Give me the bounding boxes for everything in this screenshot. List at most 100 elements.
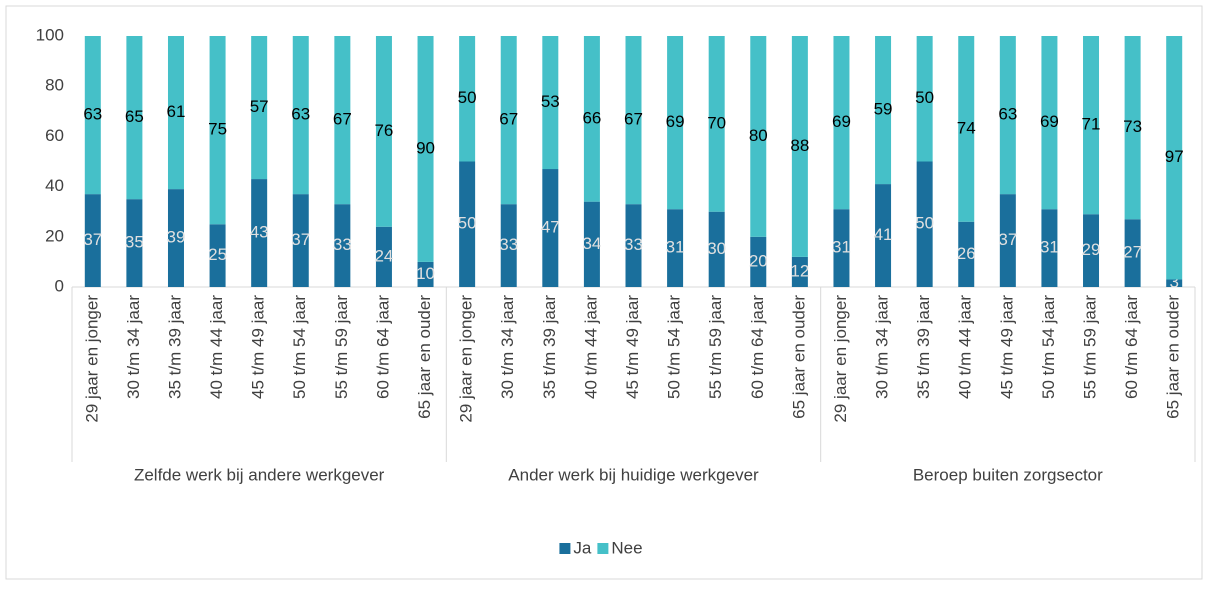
data-label: 35 bbox=[125, 233, 144, 252]
x-tick-label: 45 t/m 49 jaar bbox=[997, 295, 1016, 399]
bar-segment bbox=[84, 194, 101, 287]
data-label: 66 bbox=[582, 108, 601, 127]
data-label: 31 bbox=[666, 238, 685, 257]
data-label: 3 bbox=[1169, 273, 1178, 292]
data-label: 12 bbox=[790, 261, 809, 280]
x-tick-label: 50 t/m 54 jaar bbox=[665, 295, 684, 399]
bar-segment bbox=[833, 36, 850, 210]
bar-segment bbox=[625, 204, 642, 287]
data-label: 73 bbox=[1123, 117, 1142, 136]
bar-segment bbox=[1083, 36, 1100, 215]
bar-segment bbox=[209, 36, 226, 225]
bar-segment bbox=[625, 36, 642, 205]
data-label: 47 bbox=[541, 217, 560, 236]
data-label: 39 bbox=[167, 228, 186, 247]
x-tick-label: 35 t/m 39 jaar bbox=[165, 295, 184, 399]
x-tick-label: 55 t/m 59 jaar bbox=[1081, 295, 1100, 399]
bar-segment bbox=[750, 36, 767, 237]
x-tick-label: 60 t/m 64 jaar bbox=[748, 295, 767, 399]
bar-segment bbox=[292, 36, 309, 195]
x-tick-label: 60 t/m 64 jaar bbox=[1122, 295, 1141, 399]
x-tick-label: 30 t/m 34 jaar bbox=[498, 295, 517, 399]
bar-segment bbox=[1041, 36, 1058, 210]
data-label: 30 bbox=[707, 239, 726, 258]
x-tick-label: 55 t/m 59 jaar bbox=[706, 295, 725, 399]
bar-segment bbox=[334, 204, 351, 287]
data-label: 34 bbox=[582, 234, 601, 253]
bar-segment bbox=[167, 36, 184, 190]
data-label: 88 bbox=[790, 136, 809, 155]
data-label: 43 bbox=[250, 223, 269, 242]
legend-label: Ja bbox=[573, 538, 592, 557]
x-tick-label: 60 t/m 64 jaar bbox=[373, 295, 392, 399]
x-tick-label: 29 jaar en jonger bbox=[457, 295, 476, 423]
data-label: 33 bbox=[624, 235, 643, 254]
data-label: 27 bbox=[1123, 243, 1142, 262]
bar-segment bbox=[583, 201, 600, 287]
data-label: 20 bbox=[749, 251, 768, 270]
data-label: 63 bbox=[998, 105, 1017, 124]
bar-segment bbox=[167, 189, 184, 287]
data-label: 76 bbox=[374, 121, 393, 140]
data-label: 26 bbox=[957, 244, 976, 263]
data-label: 69 bbox=[832, 112, 851, 131]
bar-segment bbox=[542, 169, 559, 287]
y-tick-label: 80 bbox=[45, 76, 64, 95]
group-label: Beroep buiten zorgsector bbox=[913, 465, 1103, 484]
data-label: 74 bbox=[957, 118, 976, 137]
y-tick-label: 100 bbox=[36, 25, 64, 44]
legend-swatch bbox=[559, 543, 571, 554]
data-label: 50 bbox=[915, 88, 934, 107]
x-tick-label: 50 t/m 54 jaar bbox=[1039, 295, 1058, 399]
bar-segment bbox=[916, 161, 933, 287]
data-label: 71 bbox=[1082, 115, 1101, 134]
data-label: 50 bbox=[458, 88, 477, 107]
bar-segment bbox=[542, 36, 559, 170]
y-tick-label: 0 bbox=[55, 276, 64, 295]
bar-segment bbox=[916, 36, 933, 162]
x-tick-label: 35 t/m 39 jaar bbox=[540, 295, 559, 399]
bar-segment bbox=[999, 194, 1016, 287]
bar-segment bbox=[1124, 36, 1141, 220]
data-label: 57 bbox=[250, 97, 269, 116]
data-label: 67 bbox=[499, 110, 518, 129]
group-label: Ander werk bij huidige werkgever bbox=[508, 465, 759, 484]
bar-segment bbox=[417, 261, 434, 287]
bar-segment bbox=[1166, 279, 1183, 287]
data-label: 31 bbox=[832, 238, 851, 257]
bar-segment bbox=[999, 36, 1016, 195]
y-tick-label: 40 bbox=[45, 176, 64, 195]
bar-segment bbox=[375, 226, 392, 287]
data-label: 31 bbox=[1040, 238, 1059, 257]
legend: Ja Nee bbox=[559, 538, 643, 557]
data-label: 69 bbox=[1040, 112, 1059, 131]
data-label: 63 bbox=[291, 105, 310, 124]
bar-segment bbox=[875, 184, 892, 287]
bar-segment bbox=[583, 36, 600, 202]
data-label: 63 bbox=[83, 105, 102, 124]
data-label: 50 bbox=[458, 214, 477, 233]
x-tick-label: 30 t/m 34 jaar bbox=[124, 295, 143, 399]
data-label: 25 bbox=[208, 245, 227, 264]
data-label: 37 bbox=[291, 230, 310, 249]
bar-segment bbox=[1083, 214, 1100, 287]
x-tick-label: 35 t/m 39 jaar bbox=[914, 295, 933, 399]
x-tick-label: 40 t/m 44 jaar bbox=[956, 295, 975, 399]
bar-segment bbox=[958, 221, 975, 287]
bar-segment bbox=[667, 209, 684, 287]
data-label: 24 bbox=[374, 246, 393, 265]
bar-segment bbox=[292, 194, 309, 287]
y-tick-label: 60 bbox=[45, 126, 64, 145]
bar-segment bbox=[126, 199, 143, 287]
data-label: 33 bbox=[499, 235, 518, 254]
data-label: 97 bbox=[1165, 147, 1184, 166]
legend-swatch bbox=[597, 543, 609, 554]
bar-segment bbox=[209, 224, 226, 287]
bar-segment bbox=[875, 36, 892, 185]
bar-segment bbox=[334, 36, 351, 205]
data-label: 41 bbox=[874, 225, 893, 244]
bar-segment bbox=[1166, 36, 1183, 280]
bar-segment bbox=[750, 236, 767, 287]
bar-segment bbox=[84, 36, 101, 195]
